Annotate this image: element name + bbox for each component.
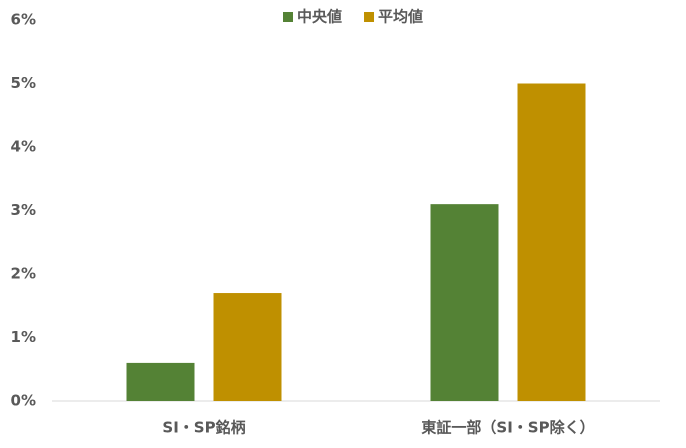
bar — [126, 362, 195, 401]
legend-label: 中央値 — [297, 8, 342, 26]
y-tick-label: 4% — [11, 138, 36, 156]
y-tick-label: 3% — [11, 201, 36, 219]
legend-swatch — [364, 12, 375, 22]
x-tick-label: 東証一部（SI・SP除く） — [421, 419, 594, 437]
y-tick-label: 1% — [11, 328, 36, 346]
y-tick-label: 5% — [11, 74, 36, 92]
y-tick-label: 2% — [11, 265, 36, 283]
bar — [213, 293, 282, 401]
x-tick-label: SI・SP銘柄 — [162, 419, 245, 437]
legend-label: 平均値 — [378, 8, 423, 26]
y-tick-label: 6% — [11, 11, 36, 29]
bar — [430, 204, 499, 401]
legend-swatch — [283, 12, 293, 22]
bar — [517, 83, 586, 401]
y-tick-label: 0% — [11, 392, 36, 410]
